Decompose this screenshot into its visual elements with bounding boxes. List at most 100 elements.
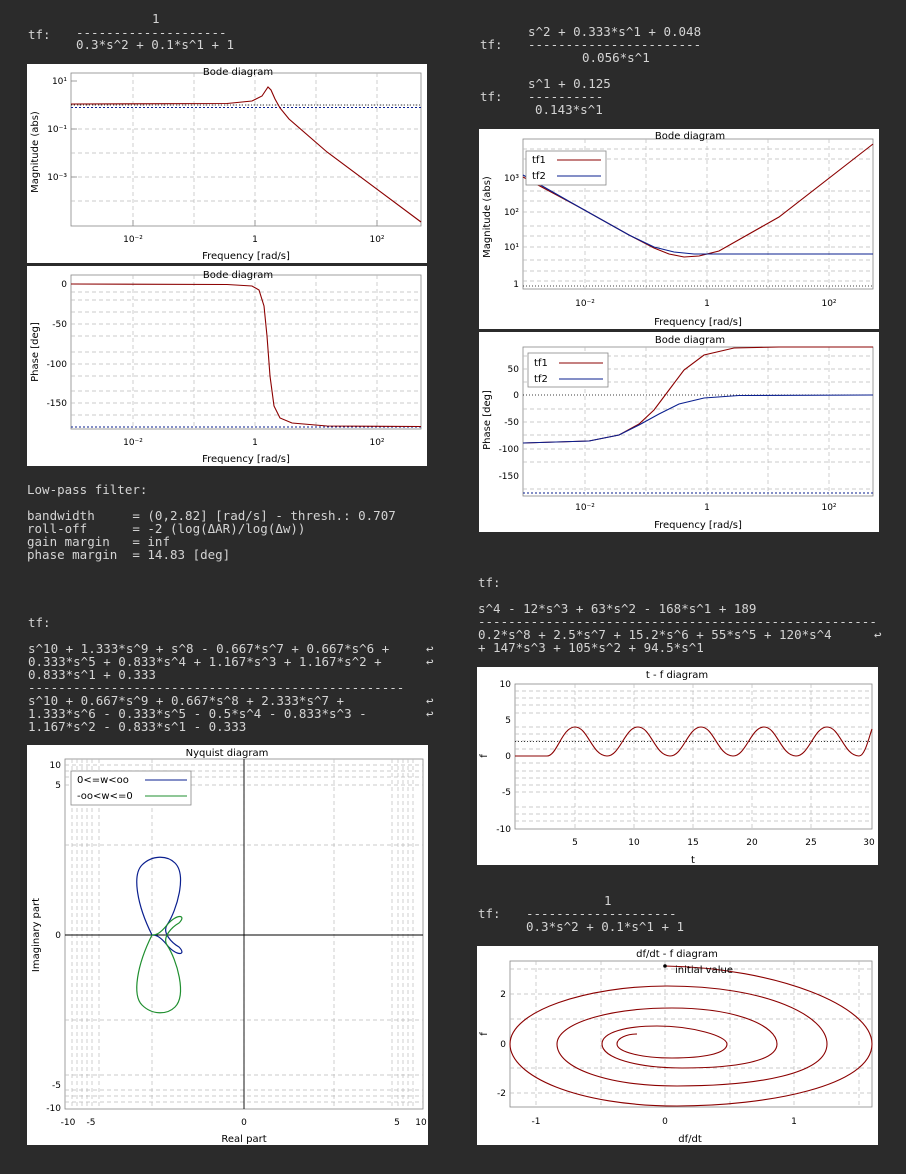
tf1-numerator: s^2 + 0.333*s^1 + 0.048 (528, 24, 702, 39)
lowpass-rolloff: roll-off = -2 (log(ΔAR)/log(Δw)) (27, 521, 306, 536)
y-axis-label: Magnitude (abs) (30, 111, 41, 193)
y-tick-label: 50 (508, 365, 520, 375)
lowpass-heading: Low-pass filter: (27, 482, 148, 497)
y-tick-label: -2 (497, 1089, 506, 1099)
legend-tf2: tf2 (534, 374, 548, 385)
tf-numerator: 1 (152, 11, 160, 26)
y-tick-label: -50 (504, 418, 519, 428)
x-tick-label: -1 (532, 1117, 541, 1127)
tf2-numerator: s^1 + 0.125 (528, 76, 611, 91)
tf3-fraction-line: ----------------------------------------… (478, 614, 877, 629)
x-tick-label: 10² (369, 235, 384, 245)
tf5-label: tf: (478, 906, 501, 921)
x-tick-label: -10 (61, 1118, 76, 1128)
x-axis-label: Frequency [rad/s] (654, 317, 742, 328)
y-tick-label: 5 (55, 781, 61, 791)
time-response-plot: t - f diagram 10 5 0 -5 -10 5 10 15 20 2… (477, 667, 878, 865)
tf4-numerator-3: 0.833*s^1 + 0.333 (28, 667, 156, 682)
x-axis-label: Real part (221, 1134, 266, 1145)
chart-title: Bode diagram (203, 67, 273, 78)
legend-tf1: tf1 (534, 358, 548, 369)
tf3-label: tf: (478, 575, 501, 590)
tf4-fraction-line: ----------------------------------------… (28, 680, 405, 695)
y-tick-label: -5 (52, 1081, 61, 1091)
x-tick-label: 10 (415, 1118, 427, 1128)
y-tick-label: 0 (513, 391, 519, 401)
tf4-denominator-3: 1.167*s^2 - 0.833*s^1 - 0.333 (28, 719, 247, 734)
chart-title: Bode diagram (655, 335, 725, 346)
y-tick-label: 5 (505, 716, 511, 726)
x-axis-label: df/dt (678, 1134, 702, 1145)
bode-magnitude-plot: Bode diagram 10¹ 10⁻¹ 10⁻³ 10⁻² 1 10² Fr… (27, 64, 427, 263)
y-tick-label: -5 (502, 788, 511, 798)
legend-negative-freq: -oo<w<=0 (77, 791, 133, 802)
y-tick-label: 10³ (504, 174, 519, 184)
wrap-arrow-icon: ↩ (426, 641, 434, 656)
y-tick-label: 10 (500, 680, 512, 690)
initial-value-marker (663, 964, 667, 968)
chart-title: Bode diagram (655, 131, 725, 142)
x-tick-label: 1 (704, 299, 710, 309)
tf5-fraction-line: -------------------- (526, 906, 677, 921)
y-tick-label: -50 (52, 320, 67, 330)
x-tick-label: 10² (821, 299, 836, 309)
y-tick-label: 10² (504, 208, 519, 218)
wrap-arrow-icon: ↩ (426, 706, 434, 721)
y-tick-label: 0 (55, 931, 61, 941)
x-tick-label: 5 (572, 838, 578, 848)
y-tick-label: -150 (47, 399, 68, 409)
y-axis-label: Phase [deg] (482, 390, 493, 450)
x-tick-label: 10⁻² (123, 235, 143, 245)
legend-positive-freq: 0<=w<oo (77, 775, 129, 786)
tf4-label: tf: (28, 615, 51, 630)
x-tick-label: 1 (704, 503, 710, 513)
tf5-numerator: 1 (604, 893, 612, 908)
bode-magnitude-plot-2: tf1 tf2 Bode diagram 10³ 10² 10¹ 1 10⁻² … (479, 129, 879, 329)
wrap-arrow-icon: ↩ (874, 627, 882, 642)
lowpass-phase-margin: phase margin = 14.83 [deg] (27, 547, 231, 562)
y-tick-label: 0 (500, 1040, 506, 1050)
tf1-denominator: 0.056*s^1 (582, 50, 650, 65)
bode-phase-plot: Bode diagram 0 -50 -100 -150 10⁻² 1 10² … (27, 266, 427, 466)
y-axis-label: Phase [deg] (30, 322, 41, 382)
tf4-numerator-2: 0.333*s^5 + 0.833*s^4 + 1.167*s^3 + 1.16… (28, 654, 382, 669)
tf-denominator: 0.3*s^2 + 0.1*s^1 + 1 (76, 37, 235, 52)
tf5-denominator: 0.3*s^2 + 0.1*s^1 + 1 (526, 919, 685, 934)
y-tick-label: 10⁻³ (47, 173, 67, 183)
y-tick-label: 10 (50, 761, 62, 771)
x-tick-label: 5 (394, 1118, 400, 1128)
y-tick-label: -100 (47, 360, 68, 370)
y-tick-label: 10¹ (504, 243, 519, 253)
x-axis-label: t (691, 855, 695, 865)
annotation-initial-value: initial value (675, 965, 733, 976)
y-axis-label: f (479, 754, 490, 758)
x-tick-label: 0 (241, 1118, 247, 1128)
x-tick-label: 1 (252, 235, 258, 245)
y-axis-label: f (479, 1032, 490, 1036)
y-axis-label: Imaginary part (31, 898, 42, 972)
tf3-denominator-1: 0.2*s^8 + 2.5*s^7 + 15.2*s^6 + 55*s^5 + … (478, 627, 832, 642)
tf-fraction-line: -------------------- (76, 25, 227, 40)
tf1-label: tf: (480, 37, 503, 52)
lowpass-bandwidth: bandwidth = (0,2.82] [rad/s] - thresh.: … (27, 508, 396, 523)
x-tick-label: 25 (805, 838, 816, 848)
y-tick-label: 1 (513, 280, 519, 290)
legend-tf2: tf2 (532, 171, 546, 182)
x-tick-label: -5 (87, 1118, 96, 1128)
x-tick-label: 10² (821, 503, 836, 513)
legend-tf1: tf1 (532, 155, 546, 166)
tf4-denominator-2: 1.333*s^6 - 0.333*s^5 - 0.5*s^4 - 0.833*… (28, 706, 367, 721)
phase-portrait-plot: initial value df/dt - f diagram 2 0 -2 -… (477, 946, 878, 1145)
x-tick-label: 1 (252, 438, 258, 448)
wrap-arrow-icon: ↩ (426, 693, 434, 708)
lowpass-gain-margin: gain margin = inf (27, 534, 170, 549)
wrap-arrow-icon: ↩ (426, 654, 434, 669)
y-tick-label: -10 (46, 1104, 61, 1114)
y-tick-label: -100 (499, 445, 520, 455)
x-tick-label: 0 (662, 1117, 668, 1127)
x-tick-label: 15 (687, 838, 698, 848)
tf2-fraction-line: ---------- (528, 89, 604, 104)
tf2-denominator: 0.143*s^1 (535, 102, 603, 117)
chart-title: Nyquist diagram (186, 748, 269, 759)
tf2-label: tf: (480, 89, 503, 104)
